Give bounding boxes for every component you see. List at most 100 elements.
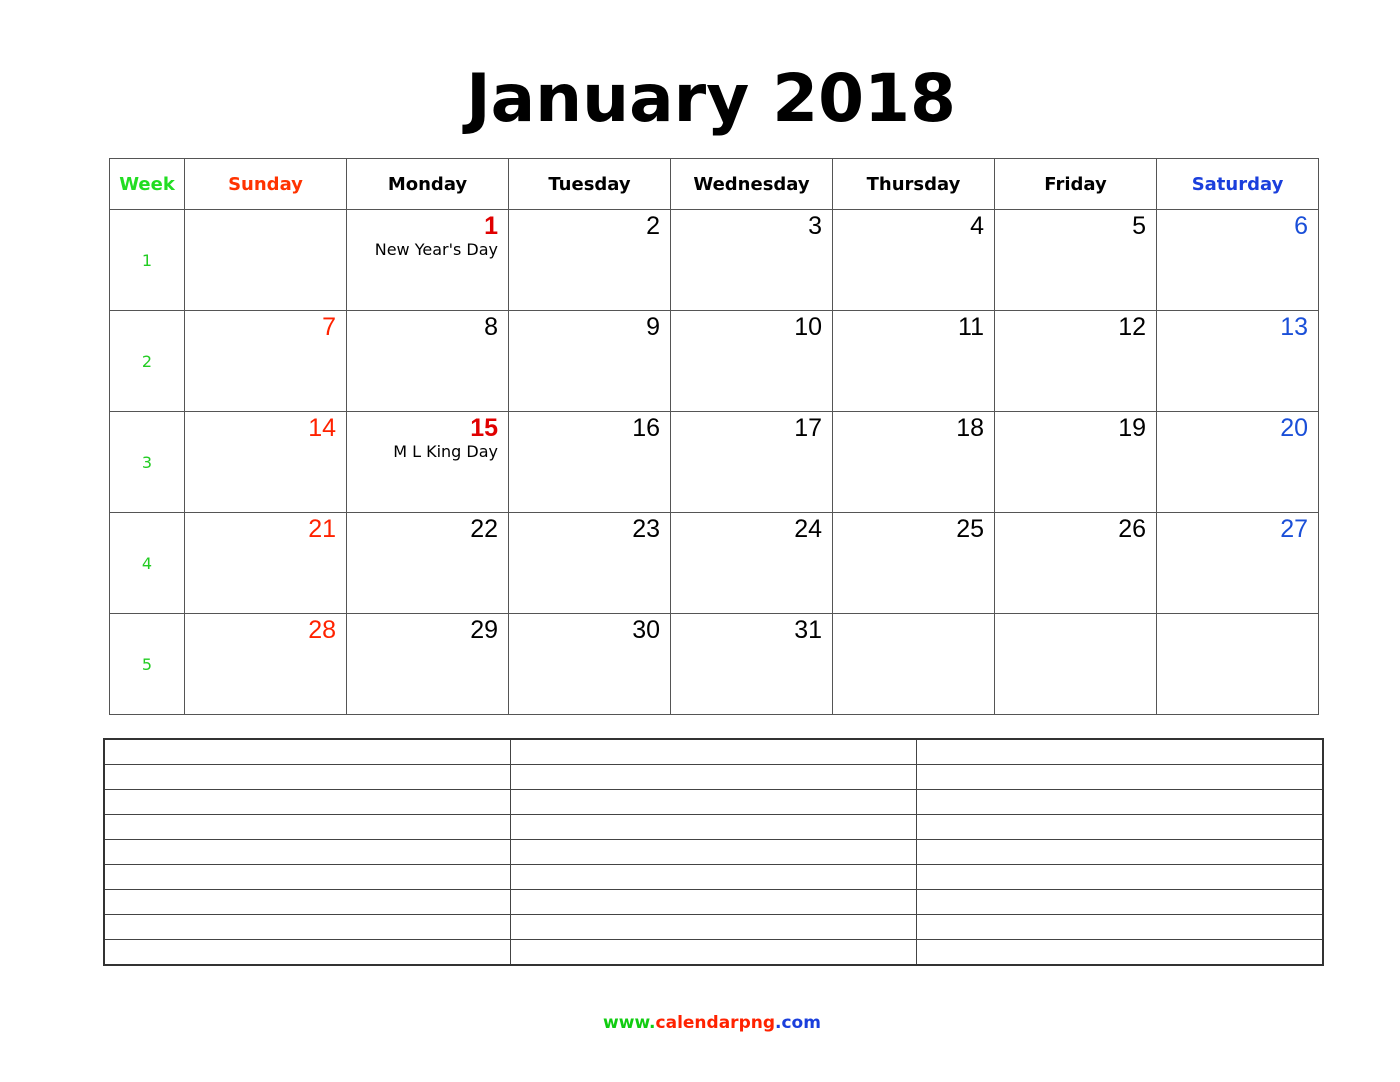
day-cell: 2 <box>508 209 671 311</box>
week-number: 1 <box>109 209 185 311</box>
day-number: 13 <box>1280 313 1308 341</box>
day-number: 22 <box>470 515 498 543</box>
column-header: Tuesday <box>508 158 671 210</box>
day-number: 25 <box>956 515 984 543</box>
day-cell: 23 <box>508 512 671 614</box>
day-cell: 8 <box>346 310 509 412</box>
column-header: Saturday <box>1156 158 1319 210</box>
day-cell: 24 <box>670 512 833 614</box>
day-number: 18 <box>956 414 984 442</box>
holiday-note: M L King Day <box>393 442 498 461</box>
day-number: 29 <box>470 616 498 644</box>
notes-cell <box>916 814 1324 840</box>
day-number: 17 <box>794 414 822 442</box>
day-cell: 10 <box>670 310 833 412</box>
day-number: 15 <box>470 414 498 442</box>
notes-row <box>103 939 1324 966</box>
notes-cell <box>103 914 511 940</box>
notes-cell <box>916 839 1324 865</box>
day-cell: 3 <box>670 209 833 311</box>
holiday-note: New Year's Day <box>374 240 498 259</box>
notes-cell <box>510 738 917 765</box>
week-row: 4 21 22 23 24 25 26 27 <box>109 512 1319 614</box>
notes-cell <box>103 939 511 966</box>
week-number: 2 <box>109 310 185 412</box>
footer-part: .com <box>775 1013 821 1033</box>
notes-row <box>103 738 1324 765</box>
day-number: 23 <box>632 515 660 543</box>
day-cell: 30 <box>508 613 671 715</box>
day-cell <box>832 613 995 715</box>
week-row: 1 1 New Year's Day 2 3 4 5 6 <box>109 209 1319 311</box>
day-cell: 21 <box>184 512 347 614</box>
day-cell: 16 <box>508 411 671 513</box>
week-row: 2 7 8 9 10 11 12 13 <box>109 310 1319 412</box>
notes-cell <box>916 764 1324 790</box>
day-cell <box>1156 613 1319 715</box>
notes-cell <box>103 738 511 765</box>
notes-row <box>103 789 1324 815</box>
notes-table <box>103 738 1324 966</box>
day-number: 30 <box>632 616 660 644</box>
day-cell: 1 New Year's Day <box>346 209 509 311</box>
week-row: 5 28 29 30 31 <box>109 613 1319 715</box>
day-number: 7 <box>322 313 336 341</box>
footer-part: calendarpng <box>655 1013 776 1033</box>
title: January 2018 <box>466 60 956 137</box>
day-number: 16 <box>632 414 660 442</box>
day-cell: 13 <box>1156 310 1319 412</box>
day-number: 9 <box>646 313 660 341</box>
notes-cell <box>916 889 1324 915</box>
notes-row <box>103 864 1324 890</box>
week-row: 3 14 15 M L King Day 16 17 18 19 20 <box>109 411 1319 513</box>
day-cell: 6 <box>1156 209 1319 311</box>
notes-cell <box>916 939 1324 966</box>
column-header: Monday <box>346 158 509 210</box>
notes-cell <box>510 939 917 966</box>
day-number: 20 <box>1280 414 1308 442</box>
notes-cell <box>103 789 511 815</box>
notes-row <box>103 764 1324 790</box>
day-number: 4 <box>970 212 984 240</box>
day-cell: 18 <box>832 411 995 513</box>
day-cell: 5 <box>994 209 1157 311</box>
day-cell: 15 M L King Day <box>346 411 509 513</box>
column-header: Sunday <box>184 158 347 210</box>
day-cell: 31 <box>670 613 833 715</box>
footer-part: www. <box>603 1013 656 1033</box>
column-header: Week <box>109 158 185 210</box>
day-cell <box>994 613 1157 715</box>
notes-cell <box>916 738 1324 765</box>
notes-cell <box>510 814 917 840</box>
day-cell: 11 <box>832 310 995 412</box>
notes-cell <box>510 789 917 815</box>
notes-cell <box>916 864 1324 890</box>
day-number: 3 <box>808 212 822 240</box>
day-number: 21 <box>308 515 336 543</box>
day-cell: 7 <box>184 310 347 412</box>
notes-cell <box>103 839 511 865</box>
day-number: 2 <box>646 212 660 240</box>
day-number: 10 <box>794 313 822 341</box>
header-row: Week Sunday Monday Tuesday Wednesday Thursday… <box>109 158 1319 210</box>
day-number: 26 <box>1118 515 1146 543</box>
day-cell: 20 <box>1156 411 1319 513</box>
day-number: 24 <box>794 515 822 543</box>
day-cell: 25 <box>832 512 995 614</box>
day-number: 27 <box>1280 515 1308 543</box>
notes-row <box>103 889 1324 915</box>
day-cell <box>184 209 347 311</box>
column-header: Friday <box>994 158 1157 210</box>
day-cell: 26 <box>994 512 1157 614</box>
day-cell: 22 <box>346 512 509 614</box>
day-cell: 29 <box>346 613 509 715</box>
day-cell: 4 <box>832 209 995 311</box>
day-cell: 14 <box>184 411 347 513</box>
notes-cell <box>916 789 1324 815</box>
day-number: 31 <box>794 616 822 644</box>
day-cell: 28 <box>184 613 347 715</box>
notes-row <box>103 914 1324 940</box>
day-cell: 9 <box>508 310 671 412</box>
day-number: 28 <box>308 616 336 644</box>
